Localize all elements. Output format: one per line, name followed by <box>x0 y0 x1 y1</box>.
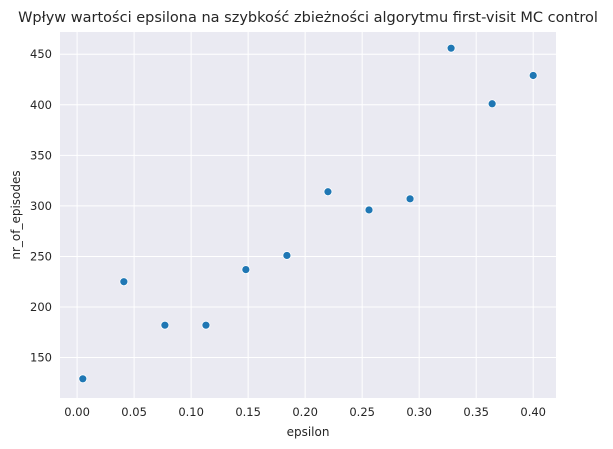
x-tick-label: 0.40 <box>520 405 546 419</box>
data-point <box>282 251 292 260</box>
x-tick-label: 0.20 <box>292 405 318 419</box>
y-tick-label: 200 <box>30 300 52 314</box>
x-tick-label: 0.00 <box>64 405 90 419</box>
data-point <box>446 43 456 53</box>
data-point <box>405 194 415 204</box>
y-axis-ticks: 150 200 250 300 350 400 450 <box>30 47 52 364</box>
data-point <box>323 187 333 197</box>
data-point <box>78 374 88 384</box>
y-tick-label: 300 <box>30 199 52 213</box>
x-tick-label: 0.35 <box>463 405 489 419</box>
y-tick-label: 400 <box>30 98 52 112</box>
grid <box>60 32 556 398</box>
x-tick-label: 0.10 <box>178 405 204 419</box>
plot-area <box>60 32 556 398</box>
y-tick-label: 150 <box>30 351 52 365</box>
data-point <box>487 99 497 109</box>
data-points <box>78 43 538 384</box>
y-tick-label: 250 <box>30 249 52 263</box>
data-point <box>201 320 211 330</box>
x-axis-ticks: 0.00 0.05 0.10 0.15 0.20 0.25 0.30 0.35 0.40 <box>64 405 546 419</box>
x-axis-label: epsilon <box>287 425 330 439</box>
x-tick-label: 0.25 <box>349 405 375 419</box>
chart-title: Wpływ wartości epsilona na szybkość zbie… <box>18 10 598 26</box>
data-point <box>160 320 170 330</box>
data-point <box>119 277 129 287</box>
data-point <box>241 265 251 274</box>
x-tick-label: 0.15 <box>235 405 261 419</box>
data-point <box>528 71 538 80</box>
y-tick-label: 350 <box>30 148 52 162</box>
data-point <box>364 205 374 215</box>
y-axis-label: nr_of_episodes <box>9 170 23 259</box>
y-tick-label: 450 <box>30 47 52 61</box>
x-tick-label: 0.30 <box>406 405 432 419</box>
x-tick-label: 0.05 <box>121 405 147 419</box>
